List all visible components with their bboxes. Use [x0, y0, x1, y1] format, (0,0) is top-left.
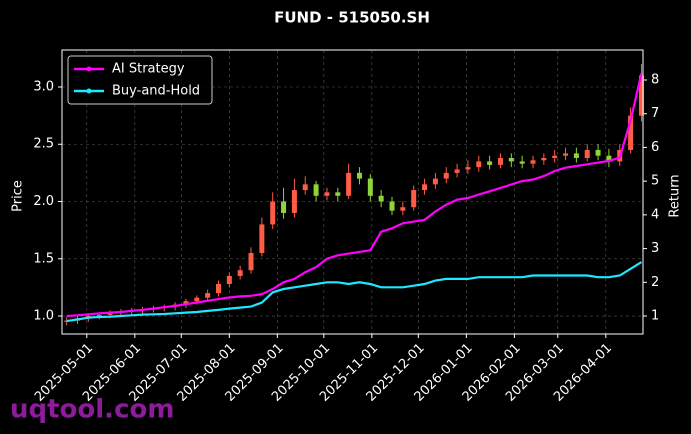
y2-tick-label: 8 [651, 73, 659, 88]
candle-body [215, 283, 221, 294]
candle-body [96, 314, 102, 317]
candle-body [183, 301, 189, 305]
legend-label: AI Strategy [112, 62, 185, 77]
candle-body [541, 157, 547, 161]
candle-body [335, 192, 341, 196]
y-tick-label: 3.0 [33, 79, 54, 94]
y-tick-label: 1.5 [33, 251, 54, 266]
candle-body [237, 270, 243, 276]
candle-body [422, 184, 428, 191]
candle-body [378, 195, 384, 202]
candle-body [443, 172, 449, 179]
y2-tick-label: 5 [651, 174, 659, 189]
candle-body [356, 172, 362, 179]
y2-tick-label: 1 [651, 308, 659, 323]
candle-body [508, 157, 514, 162]
y2-tick-label: 7 [651, 106, 659, 121]
candle-body [367, 178, 373, 196]
candle-body [389, 201, 395, 211]
candle-body [476, 161, 482, 168]
candle-body [465, 167, 471, 170]
candle-body [628, 115, 634, 150]
candle-body [573, 153, 579, 158]
legend-marker [86, 66, 92, 72]
candle-body [563, 153, 569, 156]
y2-tick-label: 2 [651, 275, 659, 290]
candle-body [259, 224, 265, 254]
candle-body [411, 190, 417, 208]
candle-body [584, 149, 590, 158]
candle-body [487, 161, 493, 165]
y-axis-label: Price [11, 180, 26, 212]
chart-title: FUND - 515050.SH [274, 9, 430, 27]
candle-body [291, 190, 297, 213]
y2-tick-label: 3 [651, 241, 659, 256]
candle-body [205, 293, 211, 298]
candle-body [324, 192, 330, 196]
candle-body [454, 169, 460, 173]
candle-body [519, 161, 525, 164]
candle-body [530, 160, 536, 164]
candle-body [194, 297, 200, 302]
candle-body [432, 178, 438, 185]
y-tick-label: 2.5 [33, 137, 54, 152]
plot-frame [61, 49, 644, 335]
candle-body [270, 201, 276, 225]
candle-body [595, 149, 601, 156]
y-tick-label: 2.0 [33, 194, 54, 209]
watermark: uqtool.com [10, 395, 174, 425]
candle-body [313, 184, 319, 196]
return-line [66, 73, 643, 318]
candle-body [248, 253, 254, 271]
return-line [66, 261, 643, 323]
candle-body [552, 155, 558, 158]
candle-body [497, 157, 503, 165]
candle-body [606, 155, 612, 162]
candle-body [346, 172, 352, 196]
y2-tick-label: 6 [651, 140, 659, 155]
candle-body [400, 207, 406, 211]
candle-body [281, 201, 287, 213]
candle-body [107, 312, 113, 315]
y2-axis-label: Return [668, 174, 683, 217]
legend-marker [86, 88, 92, 94]
candle-body [302, 184, 308, 191]
y2-tick-label: 4 [651, 207, 659, 222]
candle-body [226, 275, 232, 284]
candle-body [638, 75, 644, 116]
y-tick-label: 1.0 [33, 309, 54, 324]
legend-label: Buy-and-Hold [112, 84, 200, 99]
